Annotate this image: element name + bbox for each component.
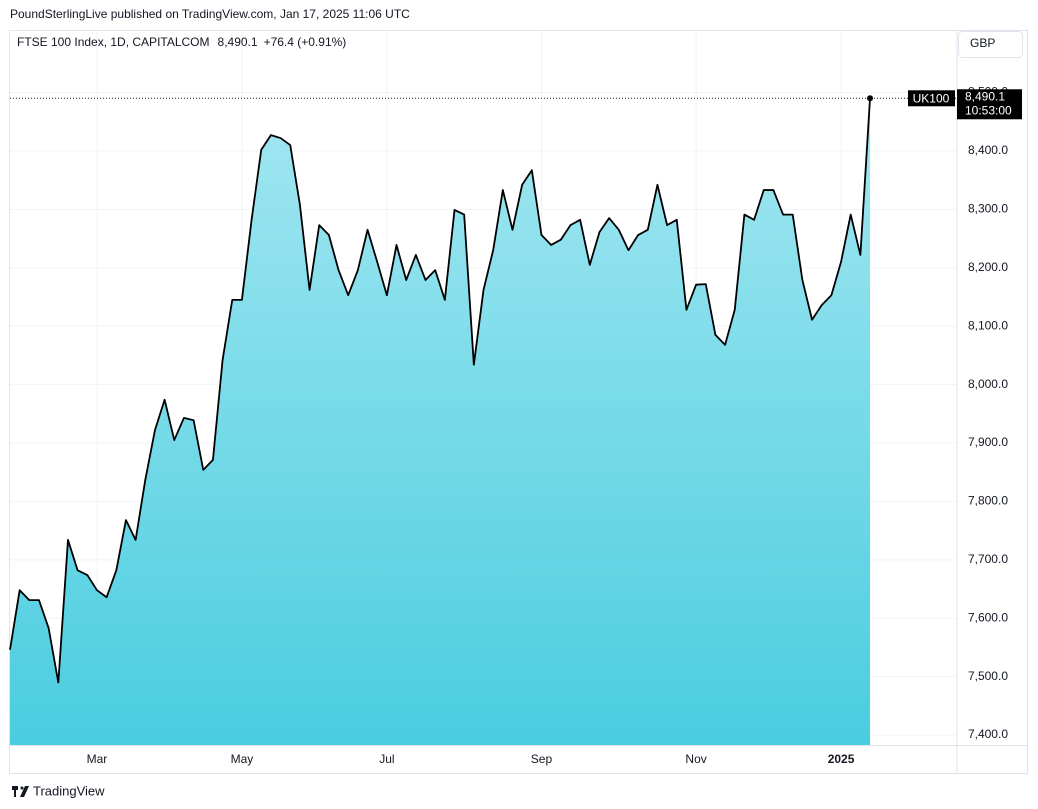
y-tick-label: 7,400.0 [968, 727, 1008, 741]
line [9, 98, 871, 684]
legend-change: +76.4 (+0.91%) [264, 35, 347, 49]
legend: FTSE 100 Index, 1D, CAPITALCOM 8,490.1 +76… [17, 35, 346, 49]
y-tick-label: 8,300.0 [968, 202, 1008, 216]
price-tag [957, 89, 1022, 120]
symbol-tag-label: UK100 [913, 91, 950, 105]
x-tick-label: Sep [531, 752, 553, 766]
currency[interactable]: GBP [970, 36, 995, 50]
last-point [867, 95, 874, 102]
area [10, 98, 871, 746]
x-tick-label: Jul [379, 752, 394, 766]
frame [9, 30, 1028, 774]
legend-price: 8,490.1 [218, 35, 258, 49]
y-tick-label: 8,400.0 [968, 143, 1008, 157]
symbol-tag [908, 90, 955, 107]
y-tick-label: 7,800.0 [968, 494, 1008, 508]
y-tick-label: 7,600.0 [968, 610, 1008, 624]
x-tick-label: 2025 [828, 752, 855, 766]
logo [14, 786, 16, 797]
currency-box[interactable] [958, 31, 1023, 58]
x-tick-label: Nov [685, 752, 706, 766]
y-tick-label: 7,500.0 [968, 669, 1008, 683]
y-tick-label: 8,000.0 [968, 377, 1008, 391]
footer-brand: TradingView [33, 783, 105, 798]
header: PoundSterlingLive published on TradingVi… [10, 7, 410, 21]
logo [20, 786, 29, 797]
y-tick-label: 7,900.0 [968, 435, 1008, 449]
logo [20, 786, 24, 790]
y-tick-label: 8,100.0 [968, 318, 1008, 332]
x-tick-label: Mar [87, 752, 108, 766]
countdown: 10:53:00 [965, 103, 1012, 117]
y-tick-label: 7,700.0 [968, 552, 1008, 566]
legend-title: FTSE 100 Index, 1D, CAPITALCOM [17, 35, 210, 49]
x-tick-label: May [231, 752, 254, 766]
price-tag-label: 8,490.1 [965, 89, 1005, 103]
y-tick-label: 8,200.0 [968, 260, 1008, 274]
